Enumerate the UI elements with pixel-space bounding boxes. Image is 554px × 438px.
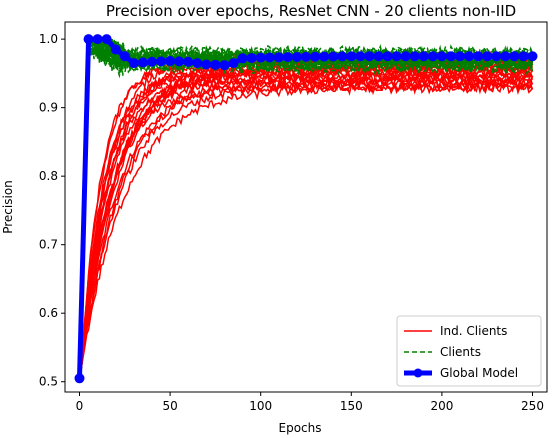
x-tick-label-4: 150: [340, 399, 363, 413]
global-model-point-5: [111, 44, 121, 54]
global-model-point-16: [210, 60, 220, 70]
global-model-point-19: [238, 53, 248, 63]
y-axis-label: Precision: [1, 180, 15, 234]
global-model-point-17: [219, 60, 229, 70]
global-model-point-32: [355, 51, 365, 61]
legend-marker: [414, 369, 423, 378]
global-model-point-18: [229, 58, 239, 68]
y-tick-label-3: 0.7: [39, 238, 58, 252]
global-model-point-3: [93, 34, 103, 44]
global-model-point-4: [102, 34, 112, 44]
global-model-point-27: [310, 52, 320, 62]
global-model-point-44: [464, 51, 474, 61]
global-model-point-42: [446, 51, 456, 61]
y-tick-label-5: 0.9: [39, 101, 58, 115]
global-model-point-33: [364, 51, 374, 61]
x-tick-label-5: 200: [430, 399, 453, 413]
global-model-point-34: [373, 51, 383, 61]
global-model-point-12: [174, 56, 184, 66]
global-model-point-11: [165, 56, 175, 66]
x-tick-label-2: 50: [162, 399, 177, 413]
y-tick-label-1: 0.5: [39, 375, 58, 389]
global-model-point-36: [392, 51, 402, 61]
global-model-point-48: [500, 51, 510, 61]
global-model-point-41: [437, 51, 447, 61]
global-model-point-37: [401, 51, 411, 61]
x-tick-label-1: 0: [76, 399, 84, 413]
global-model-point-22: [265, 52, 275, 62]
global-model-point-15: [201, 59, 211, 69]
global-model-point-50: [518, 51, 528, 61]
y-tick-label-2: 0.6: [39, 306, 58, 320]
global-model-point-25: [292, 52, 302, 62]
global-model-point-28: [319, 52, 329, 62]
x-axis: 0 50 100 150 200 250: [76, 392, 544, 413]
legend-label-2: Clients: [440, 345, 481, 359]
legend-label-1: Ind. Clients: [440, 324, 507, 338]
global-model-point-49: [509, 51, 519, 61]
global-model-point-35: [383, 51, 393, 61]
global-model-point-1: [75, 373, 85, 383]
global-model-point-51: [528, 51, 538, 61]
global-model-point-40: [428, 51, 438, 61]
x-tick-label-6: 250: [521, 399, 544, 413]
global-model-point-7: [129, 58, 139, 68]
global-model-point-30: [337, 51, 347, 61]
global-model-point-20: [247, 53, 257, 63]
global-model-point-8: [138, 57, 148, 67]
global-model-point-39: [419, 51, 429, 61]
legend-label-3: Global Model: [440, 366, 518, 380]
legend: Ind. Clients Clients Global Model: [397, 316, 541, 386]
global-model-point-2: [84, 34, 94, 44]
global-model-point-45: [473, 51, 483, 61]
global-model-point-10: [156, 56, 166, 66]
y-axis: 0.5 0.6 0.7 0.8 0.9 1.0: [39, 32, 65, 389]
global-model-point-6: [120, 51, 130, 61]
global-model-point-23: [274, 52, 284, 62]
x-tick-label-3: 100: [249, 399, 272, 413]
global-model-point-46: [482, 51, 492, 61]
x-axis-label: Epochs: [279, 421, 322, 435]
global-model-point-21: [256, 53, 266, 63]
global-model-point-9: [147, 57, 157, 67]
global-model-point-31: [346, 51, 356, 61]
chart-title: Precision over epochs, ResNet CNN - 20 c…: [106, 2, 516, 20]
global-model-point-43: [455, 51, 465, 61]
global-model-point-29: [328, 51, 338, 61]
global-model-point-26: [301, 52, 311, 62]
global-model-point-38: [410, 51, 420, 61]
global-model-point-13: [183, 57, 193, 67]
global-model-point-14: [192, 58, 202, 68]
global-model-point-47: [491, 51, 501, 61]
y-tick-label-4: 0.8: [39, 169, 58, 183]
y-tick-label-6: 1.0: [39, 32, 58, 46]
global-model-point-24: [283, 52, 293, 62]
